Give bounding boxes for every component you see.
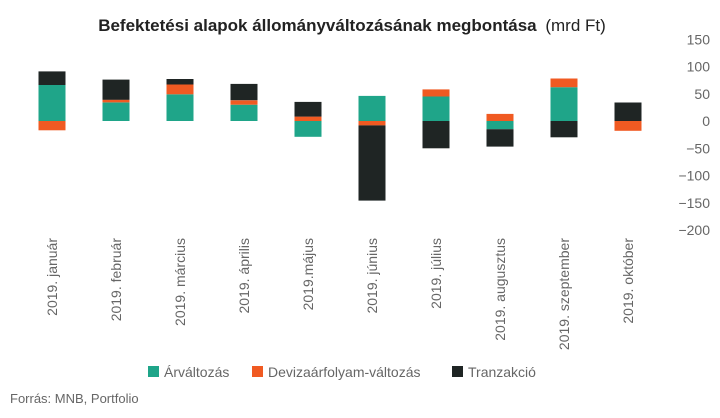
bar-2-series-3 — [102, 79, 130, 100]
chart-title-unit: (mrd Ft) — [545, 16, 605, 35]
bar-5-series-3 — [294, 101, 322, 117]
x-tick-label: 2019. június — [364, 238, 380, 314]
bar-10-series-2 — [614, 121, 642, 131]
y-tick-label: 100 — [687, 59, 711, 75]
bar-8-series-1 — [486, 121, 514, 130]
y-tick-label: 150 — [687, 31, 711, 47]
source-note: Forrás: MNB, Portfolio — [10, 391, 139, 406]
bar-8-series-3 — [486, 129, 514, 147]
bar-7-series-3 — [422, 121, 450, 149]
bar-6-series-2 — [358, 121, 386, 126]
bar-1-series-2 — [38, 121, 66, 131]
x-tick-label: 2019. március — [172, 238, 188, 326]
x-tick-label: 2019. január — [44, 238, 60, 316]
bar-1-series-1 — [38, 85, 66, 121]
bar-9-series-2 — [550, 78, 578, 88]
legend-swatch — [252, 366, 263, 377]
bar-7-series-2 — [422, 89, 450, 97]
x-axis: 2019. január 2019. február 2019. március 20… — [44, 238, 636, 350]
legend-swatch — [148, 366, 159, 377]
bar-3-series-2 — [166, 84, 194, 95]
x-tick-label: 2019.május — [300, 238, 316, 310]
bar-5-series-2 — [294, 116, 322, 121]
bar-8-series-2 — [486, 113, 514, 121]
bar-10-series-3 — [614, 102, 642, 121]
bar-2-series-2 — [102, 99, 130, 103]
bar-7-series-1 — [422, 96, 450, 121]
y-tick-label: 0 — [702, 113, 710, 129]
bar-6-series-1 — [358, 95, 386, 121]
x-tick-label: 2019. április — [236, 238, 252, 314]
chart-title: Befektetési alapok állományváltozásának … — [98, 16, 606, 35]
y-tick-label: −200 — [678, 222, 710, 238]
bar-2-series-1 — [102, 102, 130, 121]
bar-6-series-3 — [358, 125, 386, 201]
y-tick-label: 50 — [694, 86, 710, 102]
bar-3-series-3 — [166, 79, 194, 85]
legend-swatch — [452, 366, 463, 377]
chart-title-main: Befektetési alapok állományváltozásának … — [98, 16, 537, 35]
bar-3-series-1 — [166, 94, 194, 121]
bar-9-series-3 — [550, 121, 578, 138]
y-tick-label: −50 — [686, 140, 710, 156]
bars-layer — [38, 71, 642, 201]
bar-4-series-2 — [230, 100, 258, 105]
legend-label: Árváltozás — [164, 364, 229, 380]
legend-label: Devizaárfolyam-változás — [268, 364, 421, 380]
x-tick-label: 2019. október — [620, 238, 636, 324]
x-tick-label: 2019. július — [428, 238, 444, 309]
bar-4-series-1 — [230, 104, 258, 121]
y-tick-label: −100 — [678, 168, 710, 184]
x-tick-label: 2019. szeptember — [556, 238, 572, 350]
y-axis: 150 100 50 0 −50 −100 −150 −200 — [678, 31, 710, 238]
x-tick-label: 2019. augusztus — [492, 238, 508, 341]
x-tick-label: 2019. február — [108, 238, 124, 322]
legend-label: Tranzakció — [468, 364, 536, 380]
y-tick-label: −150 — [678, 195, 710, 211]
bar-1-series-3 — [38, 71, 66, 85]
bar-5-series-1 — [294, 121, 322, 137]
bar-4-series-3 — [230, 83, 258, 101]
bar-9-series-1 — [550, 87, 578, 121]
legend: Árváltozás Devizaárfolyam-változás Tranzak… — [148, 364, 536, 380]
